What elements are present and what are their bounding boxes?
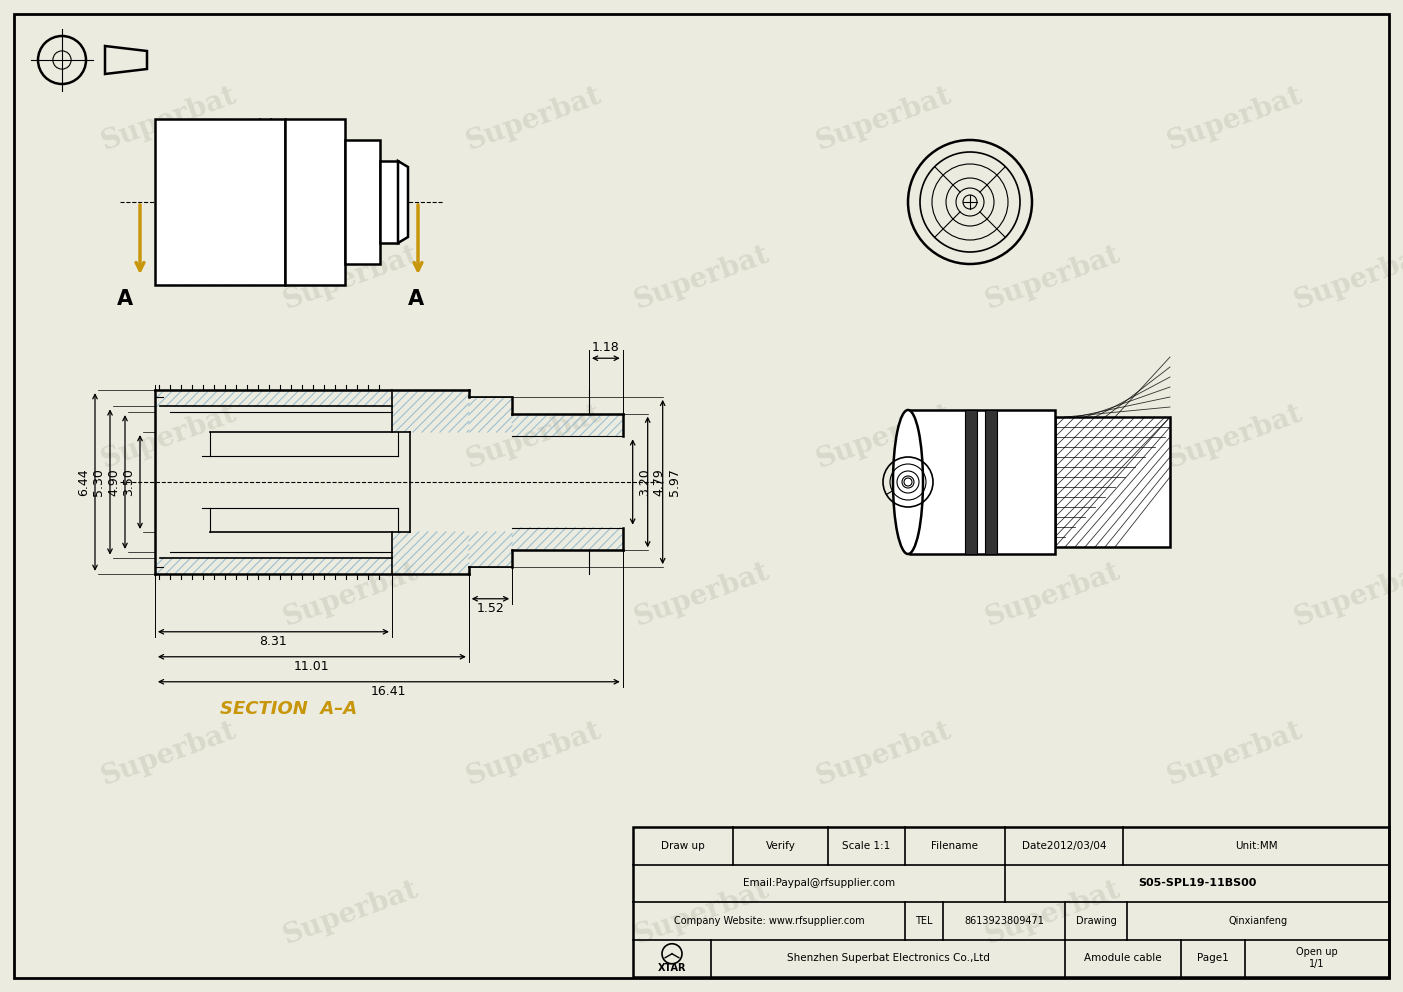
Text: Superbat: Superbat (97, 400, 240, 473)
Text: Superbat: Superbat (981, 558, 1124, 632)
Text: Superbat: Superbat (1163, 717, 1306, 791)
Text: Superbat: Superbat (279, 241, 422, 314)
Text: 11.01: 11.01 (295, 660, 330, 673)
Text: Superbat: Superbat (812, 717, 955, 791)
Text: TEL: TEL (915, 916, 933, 926)
Text: Superbat: Superbat (630, 241, 773, 314)
Bar (1055, 417, 1170, 547)
Text: A: A (408, 289, 424, 309)
Bar (911, 410, 1055, 554)
Text: Date2012/03/04: Date2012/03/04 (1021, 841, 1106, 851)
Bar (154, 119, 285, 285)
Text: Draw up: Draw up (661, 841, 704, 851)
Text: Superbat: Superbat (630, 558, 773, 632)
Text: S05-SPL19-11BS00: S05-SPL19-11BS00 (1138, 878, 1256, 888)
Bar (965, 410, 976, 554)
Text: Unit:MM: Unit:MM (1235, 841, 1277, 851)
Text: Superbat: Superbat (630, 876, 773, 949)
Text: Superbat: Superbat (1163, 82, 1306, 156)
Ellipse shape (892, 410, 923, 554)
Text: 3.50: 3.50 (122, 468, 135, 496)
Text: 5.97: 5.97 (668, 468, 680, 496)
Bar (345, 140, 380, 264)
Text: Amodule cable: Amodule cable (1085, 953, 1162, 963)
Text: Superbat: Superbat (462, 82, 605, 156)
Text: Superbat: Superbat (97, 82, 240, 156)
Text: Shenzhen Superbat Electronics Co.,Ltd: Shenzhen Superbat Electronics Co.,Ltd (787, 953, 989, 963)
Text: 4.79: 4.79 (652, 468, 665, 496)
Text: Verify: Verify (766, 841, 796, 851)
Text: Page1: Page1 (1197, 953, 1229, 963)
Text: 8.31: 8.31 (260, 635, 288, 648)
Text: Drawing: Drawing (1076, 916, 1117, 926)
Text: Superbat: Superbat (812, 82, 955, 156)
Text: SECTION  A–A: SECTION A–A (220, 699, 358, 718)
Text: 1.18: 1.18 (592, 341, 620, 354)
Polygon shape (398, 161, 408, 243)
Text: 5.30: 5.30 (93, 468, 105, 496)
Text: Superbat: Superbat (279, 876, 422, 949)
Text: 1.52: 1.52 (477, 602, 504, 615)
Text: Company Website: www.rfsupplier.com: Company Website: www.rfsupplier.com (673, 916, 864, 926)
Text: 3.20: 3.20 (638, 468, 651, 496)
Text: Superbat: Superbat (812, 400, 955, 473)
Text: Superbat: Superbat (462, 400, 605, 473)
Text: Email:Paypal@rfsupplier.com: Email:Paypal@rfsupplier.com (744, 878, 895, 888)
Bar (285, 119, 345, 285)
Text: Superbat: Superbat (97, 717, 240, 791)
Text: Superbat: Superbat (279, 558, 422, 632)
Text: Superbat: Superbat (462, 717, 605, 791)
Text: Filename: Filename (932, 841, 978, 851)
Bar (380, 161, 398, 243)
Text: Qinxianfeng: Qinxianfeng (1229, 916, 1288, 926)
Text: Open up
1/1: Open up 1/1 (1296, 947, 1338, 969)
Bar (985, 410, 998, 554)
Text: Superbat: Superbat (981, 241, 1124, 314)
Text: Scale 1:1: Scale 1:1 (842, 841, 891, 851)
Text: 4.90: 4.90 (107, 468, 121, 496)
Text: Superbat: Superbat (1289, 558, 1403, 632)
Circle shape (904, 478, 912, 486)
Text: 8613923809471: 8613923809471 (964, 916, 1044, 926)
Text: Superbat: Superbat (1163, 400, 1306, 473)
Text: 6.44: 6.44 (77, 468, 90, 496)
Text: Superbat: Superbat (981, 876, 1124, 949)
Bar (633, 827, 1389, 977)
Text: Superbat: Superbat (1289, 241, 1403, 314)
Text: XTAR: XTAR (658, 962, 686, 972)
Text: A: A (116, 289, 133, 309)
Text: 16.41: 16.41 (370, 684, 407, 697)
